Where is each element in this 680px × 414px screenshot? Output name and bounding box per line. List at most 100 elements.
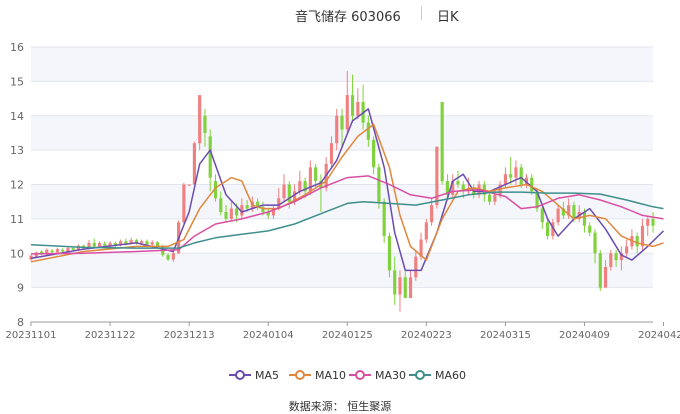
candle-body <box>387 236 392 271</box>
legend-marker-icon <box>229 370 251 380</box>
y-tick-label: 8 <box>17 316 24 329</box>
candle-body <box>372 139 376 168</box>
ma-line-ma60 <box>30 191 664 249</box>
candle-body <box>240 205 244 216</box>
candle-body <box>514 167 518 178</box>
title-separator <box>421 6 422 20</box>
grid-band <box>31 47 653 82</box>
x-tick-label: 20240315 <box>480 330 531 341</box>
legend-item-ma10[interactable]: MA10 <box>289 366 346 384</box>
candle-body <box>50 250 54 253</box>
candle-body <box>55 249 59 253</box>
y-tick-label: 16 <box>10 41 24 54</box>
candle-body <box>503 174 507 185</box>
legend-item-ma30[interactable]: MA30 <box>349 366 406 384</box>
candle-body <box>61 249 65 252</box>
candle-body <box>219 198 223 212</box>
candle-body <box>435 146 439 206</box>
candle-body <box>408 277 413 298</box>
candle-body <box>414 256 418 278</box>
candle-body <box>609 253 613 267</box>
candle-body <box>108 242 112 247</box>
candle-body <box>366 122 370 140</box>
candle-body <box>398 277 402 295</box>
candle-body <box>271 208 276 216</box>
legend-marker-icon <box>349 370 371 380</box>
candle-body <box>129 240 133 244</box>
candle-body <box>314 167 318 182</box>
candle-body <box>187 184 191 186</box>
candle-body <box>603 267 608 288</box>
candle-body <box>456 181 460 185</box>
candle-body <box>155 242 160 247</box>
legend-marker-icon <box>409 370 431 380</box>
candle-body <box>171 253 175 260</box>
candle-body <box>556 208 560 223</box>
candle-body <box>625 246 629 254</box>
candle-body <box>377 167 381 202</box>
candle-body <box>530 177 534 192</box>
x-tick-label: 20240429 <box>638 330 680 341</box>
candle-body <box>145 241 149 245</box>
y-tick-label: 12 <box>10 179 24 192</box>
x-tick-label: 20240125 <box>322 330 373 341</box>
candle-body <box>519 167 523 185</box>
ma-line-ma10 <box>30 123 664 263</box>
candle-body <box>593 232 597 254</box>
candle-body <box>203 115 207 133</box>
legend: MA5 MA10 MA30 MA60 <box>0 366 680 384</box>
candle-body <box>97 242 102 247</box>
candle-body <box>292 191 297 202</box>
x-tick-label: 20240409 <box>559 330 610 341</box>
candle-body <box>277 198 281 209</box>
candle-body <box>282 184 286 199</box>
candle-body <box>567 205 571 216</box>
candle-body <box>493 194 497 202</box>
candle-body <box>614 253 618 261</box>
y-tick-label: 11 <box>10 213 24 226</box>
candle-body <box>619 253 623 261</box>
candle-body <box>166 254 170 260</box>
candle-body <box>119 241 123 245</box>
candle-body <box>140 241 144 243</box>
candle-body <box>588 225 592 233</box>
y-tick-label: 10 <box>10 247 24 260</box>
legend-item-ma5[interactable]: MA5 <box>229 366 279 384</box>
data-source-note: 数据来源： 恒生聚源 <box>288 400 392 413</box>
legend-item-ma60[interactable]: MA60 <box>409 366 466 384</box>
legend-marker-icon <box>289 370 311 380</box>
candle-body <box>329 143 334 164</box>
candle-body <box>524 177 529 185</box>
candle-body <box>29 255 33 260</box>
candle-body <box>340 115 344 130</box>
legend-label: MA10 <box>315 368 347 382</box>
chart-header: 音飞储存 603066 日K <box>0 0 680 30</box>
candle-body <box>66 248 70 252</box>
candle-body <box>356 102 360 116</box>
candle-body <box>646 218 650 226</box>
candle-body <box>461 184 465 192</box>
legend-label: MA60 <box>435 368 467 382</box>
candle-body <box>509 174 513 178</box>
candle-body <box>208 136 212 178</box>
x-tick-label: 20231213 <box>164 330 215 341</box>
candle-body <box>192 143 196 185</box>
candle-body <box>245 205 249 209</box>
candle-body <box>124 241 128 244</box>
candle-body <box>150 242 154 245</box>
legend-label: MA5 <box>255 368 280 382</box>
period-label[interactable]: 日K <box>437 10 459 25</box>
candle-body <box>92 242 96 247</box>
candle-body <box>640 225 645 247</box>
candle-body <box>182 184 186 223</box>
candle-body <box>419 239 423 257</box>
candle-body <box>87 242 91 249</box>
candle-body <box>256 201 260 207</box>
candle-body <box>134 240 139 243</box>
candle-body <box>350 95 355 116</box>
candle-body <box>440 102 444 182</box>
ma-line-ma30 <box>30 175 664 255</box>
legend-label: MA30 <box>375 368 407 382</box>
candle-body <box>445 181 450 195</box>
candle-body <box>103 243 107 246</box>
